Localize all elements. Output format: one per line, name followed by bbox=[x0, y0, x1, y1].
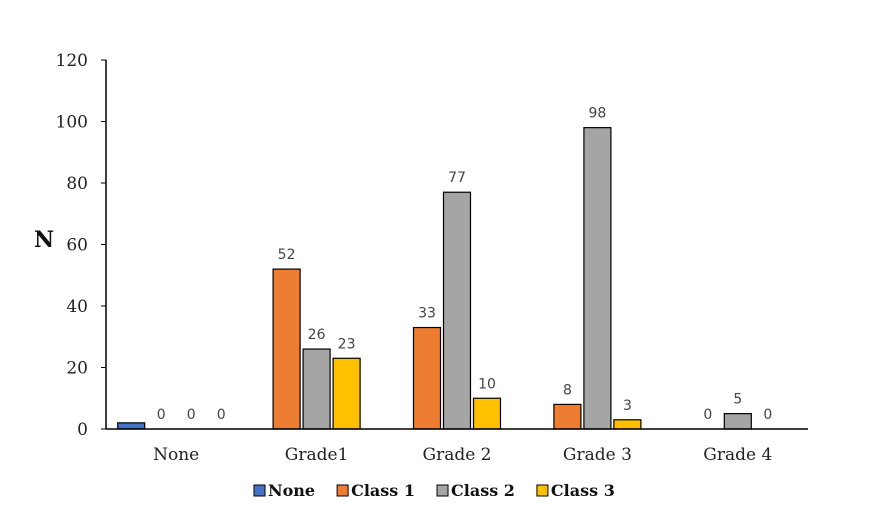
data-label: 23 bbox=[338, 336, 356, 352]
legend-swatch bbox=[536, 484, 549, 497]
bar bbox=[553, 403, 582, 430]
legend-swatch bbox=[436, 484, 449, 497]
y-tick-label: 20 bbox=[66, 359, 88, 379]
y-axis-ticks: 0 20 40 60 80 100 120 bbox=[56, 51, 106, 440]
y-tick-label: 40 bbox=[66, 297, 88, 317]
bar bbox=[272, 268, 301, 430]
y-axis-label: N bbox=[34, 227, 54, 253]
data-label: 98 bbox=[588, 106, 606, 122]
y-tick-label: 0 bbox=[77, 420, 88, 440]
legend-label: Class 2 bbox=[451, 481, 515, 500]
legend-label: Class 1 bbox=[351, 481, 415, 500]
data-label: 0 bbox=[157, 407, 166, 423]
y-tick-label: 120 bbox=[56, 51, 88, 71]
data-label: 5 bbox=[733, 392, 742, 408]
x-category-label: None bbox=[153, 445, 199, 465]
legend: None Class 1 Class 2 Class 3 bbox=[253, 481, 615, 500]
legend-swatch bbox=[336, 484, 349, 497]
data-label: 8 bbox=[563, 382, 572, 398]
data-label: 3 bbox=[623, 398, 632, 414]
data-label: 0 bbox=[763, 407, 772, 423]
data-labels: 0 0 0 52 26 23 33 77 10 8 98 3 0 5 0 bbox=[157, 106, 773, 423]
bar bbox=[723, 413, 752, 430]
x-category-label: Grade 3 bbox=[563, 445, 632, 465]
y-tick-label: 80 bbox=[66, 174, 88, 194]
data-label: 0 bbox=[217, 407, 226, 423]
legend-label: None bbox=[268, 481, 315, 500]
bar bbox=[332, 357, 361, 430]
x-category-label: Grade 4 bbox=[703, 445, 772, 465]
bar bbox=[117, 422, 146, 430]
data-label: 0 bbox=[703, 407, 712, 423]
data-label: 26 bbox=[308, 327, 326, 343]
legend-label: Class 3 bbox=[551, 481, 615, 500]
y-tick-label: 60 bbox=[66, 236, 88, 256]
x-category-label: Grade1 bbox=[285, 445, 349, 465]
data-label: 33 bbox=[418, 306, 436, 322]
category-labels: None Grade1 Grade 2 Grade 3 Grade 4 bbox=[153, 445, 772, 465]
bar bbox=[412, 326, 442, 430]
legend-swatch bbox=[253, 484, 266, 497]
bar bbox=[613, 419, 642, 430]
data-label: 0 bbox=[187, 407, 196, 423]
bar bbox=[302, 348, 331, 430]
x-category-label: Grade 2 bbox=[422, 445, 491, 465]
data-label: 77 bbox=[448, 170, 466, 186]
bar bbox=[442, 191, 472, 430]
bar bbox=[583, 127, 612, 430]
y-tick-label: 100 bbox=[56, 113, 88, 133]
bars bbox=[117, 127, 752, 430]
data-label: 10 bbox=[478, 376, 496, 392]
bar bbox=[472, 397, 502, 430]
data-label: 52 bbox=[278, 247, 296, 263]
